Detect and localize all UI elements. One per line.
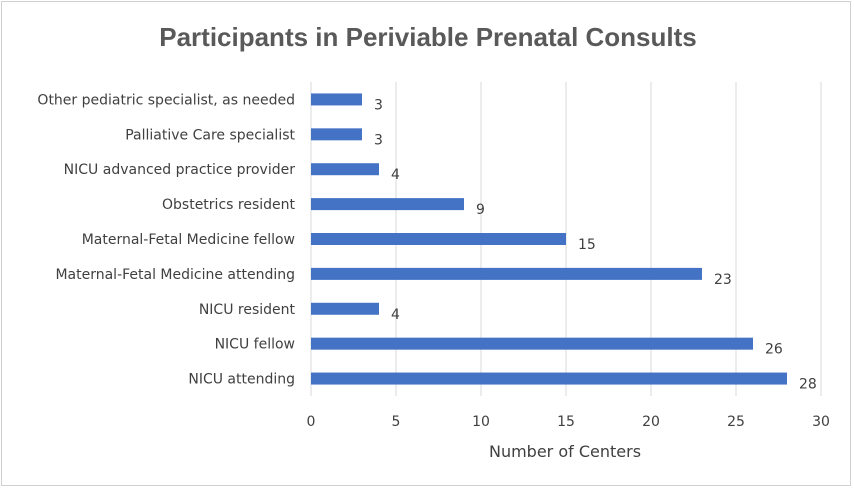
bar <box>311 372 787 385</box>
bar <box>311 302 379 315</box>
bar-value-label: 3 <box>374 97 383 113</box>
x-axis-label: Number of Centers <box>489 442 641 461</box>
bar <box>311 233 566 245</box>
bar-value-label: 26 <box>765 342 783 358</box>
category-label: NICU attending <box>188 372 295 388</box>
bar <box>311 198 464 211</box>
bar-value-label: 4 <box>391 167 400 183</box>
bar-value-label: 9 <box>476 202 485 218</box>
x-tick-label: 0 <box>307 414 316 430</box>
category-label: NICU fellow <box>215 337 295 353</box>
bar-value-label: 4 <box>391 307 400 323</box>
x-tick-label: 10 <box>472 414 490 430</box>
x-tick-label: 20 <box>642 414 660 430</box>
bar <box>311 163 379 176</box>
bar <box>311 337 753 350</box>
bar <box>311 93 362 106</box>
category-label: Other pediatric specialist, as needed <box>37 92 295 108</box>
x-tick-label: 5 <box>392 414 401 430</box>
category-labels: Other pediatric specialist, as needed Pal… <box>37 92 295 387</box>
category-label: NICU resident <box>199 302 296 318</box>
category-label: NICU advanced practice provider <box>64 162 296 178</box>
category-label: Palliative Care specialist <box>125 127 295 143</box>
x-tick-label: 30 <box>812 414 830 430</box>
bar-value-label: 23 <box>714 272 732 288</box>
bars: 3 3 4 9 15 23 4 26 28 <box>311 93 817 393</box>
chart-title: Participants in Periviable Prenatal Cons… <box>159 22 697 52</box>
bar-value-label: 28 <box>799 377 817 393</box>
x-tick-label: 15 <box>557 414 575 430</box>
category-label: Maternal-Fetal Medicine attending <box>55 267 295 283</box>
bar <box>311 128 362 141</box>
category-label: Obstetrics resident <box>162 197 295 213</box>
x-tick-labels: 0 5 10 15 20 25 30 <box>307 414 830 430</box>
bar-value-label: 3 <box>374 132 383 148</box>
bar-value-label: 15 <box>578 237 596 253</box>
bar <box>311 267 702 280</box>
category-label: Maternal-Fetal Medicine fellow <box>82 232 295 248</box>
x-tick-label: 25 <box>727 414 745 430</box>
